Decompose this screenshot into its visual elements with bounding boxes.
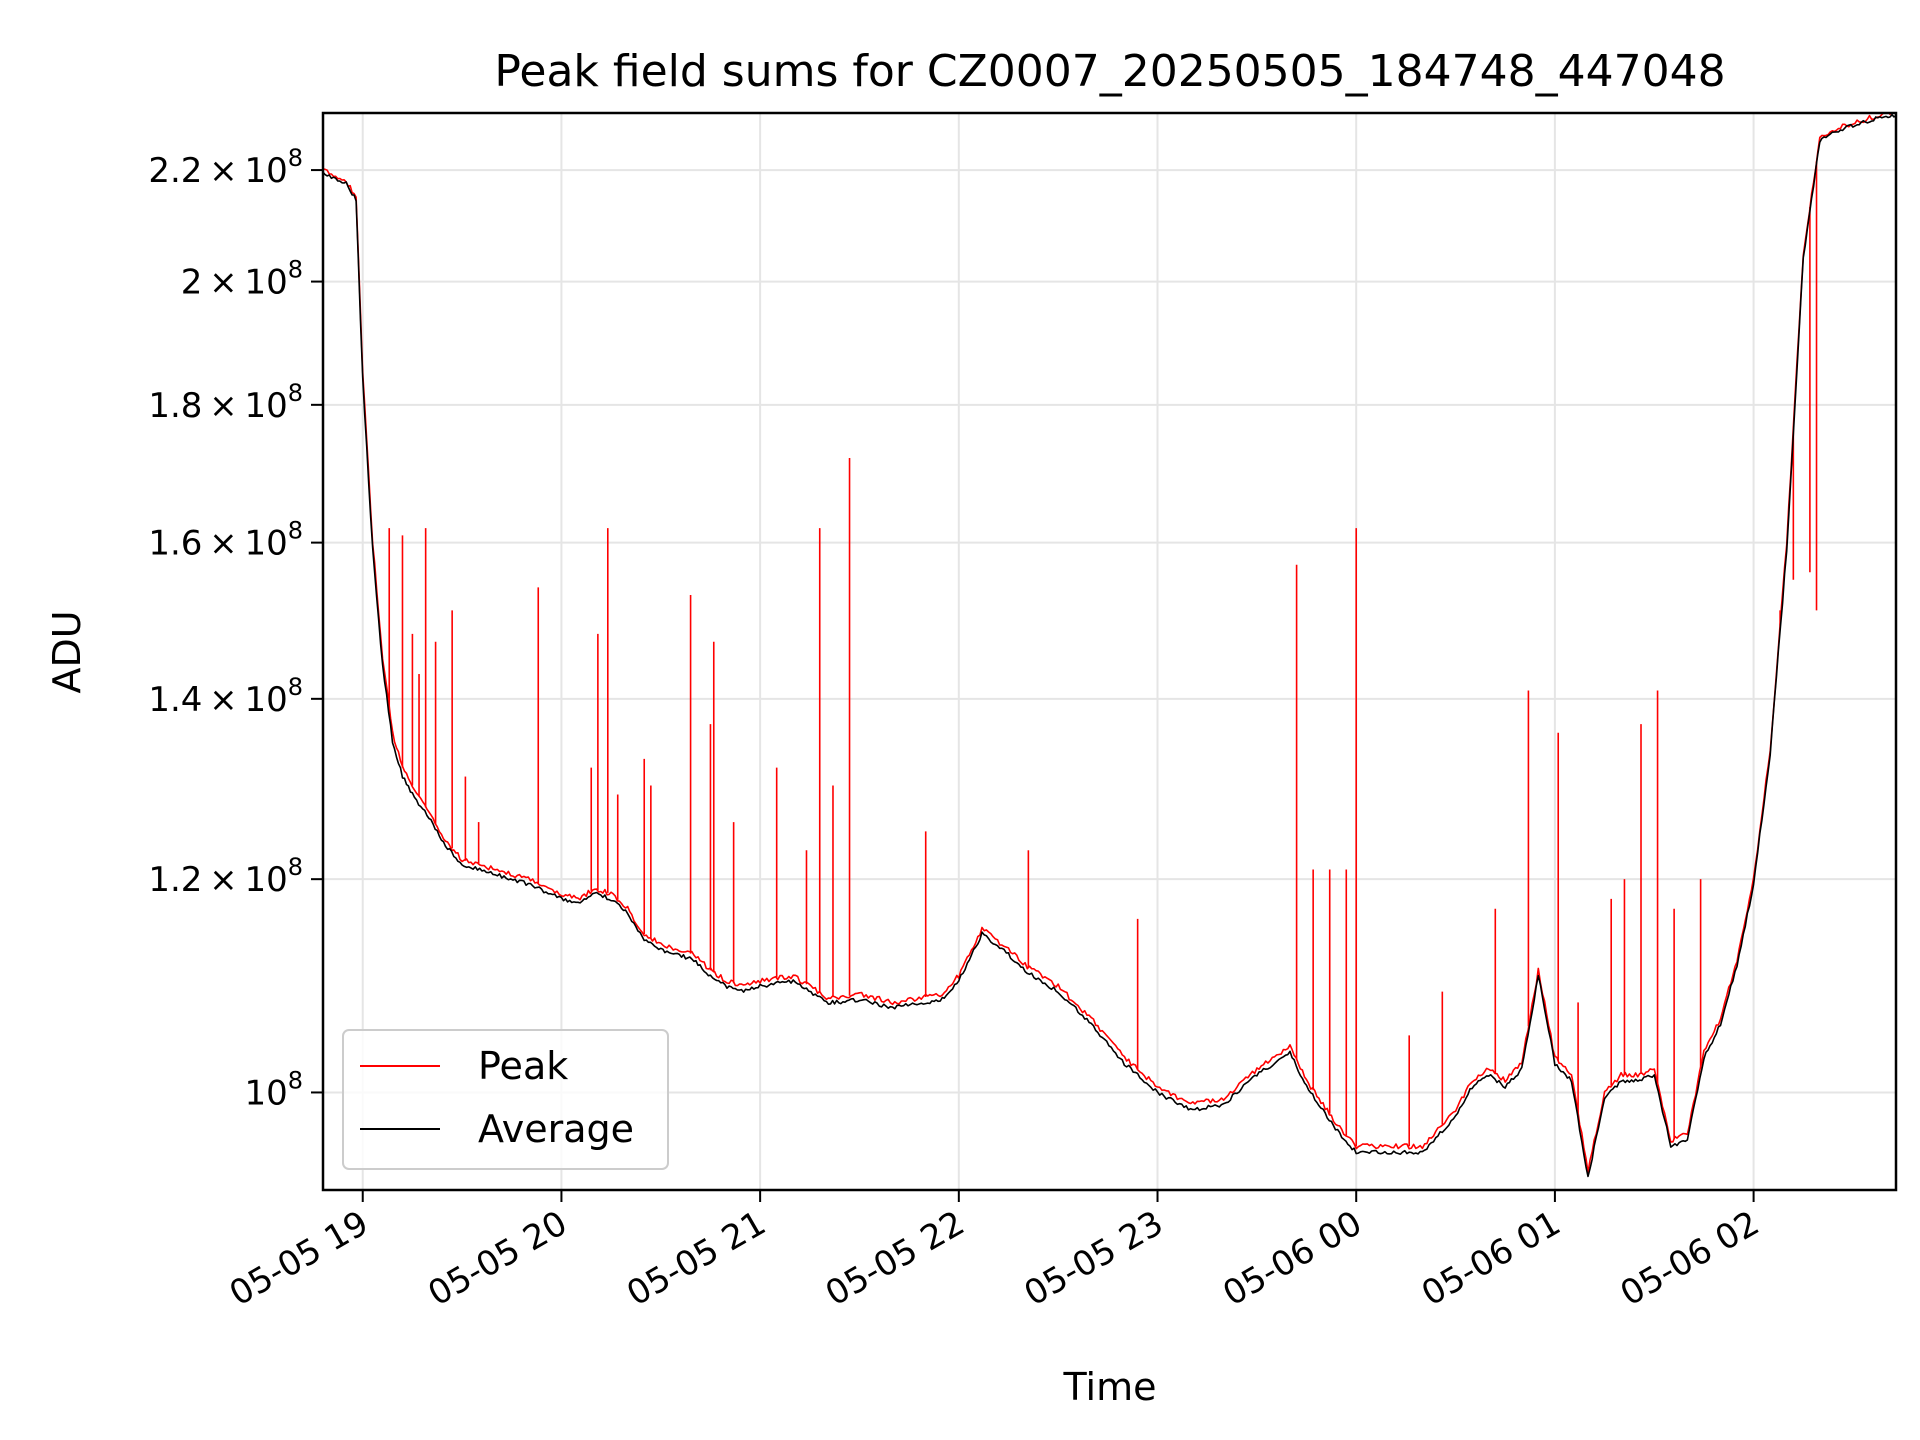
y-tick-label: 2.2 × 108 [148, 144, 303, 191]
chart-title: Peak field sums for CZ0007_20250505_1847… [494, 46, 1725, 97]
y-tick-label: 1.4 × 108 [148, 673, 303, 720]
legend: Peak Average [342, 1029, 669, 1170]
legend-label-peak: Peak [478, 1044, 568, 1088]
legend-label-average: Average [478, 1107, 634, 1151]
x-axis-label: Time [1063, 1365, 1157, 1409]
y-tick-label: 1.8 × 108 [148, 379, 303, 426]
plot-series [323, 113, 1896, 1178]
legend-box [342, 1029, 669, 1170]
y-tick-label: 1.2 × 108 [148, 853, 303, 900]
series-line-average [323, 113, 1896, 1178]
y-axis: 108 1.2 × 108 1.4 × 108 1.6 × 108 1.8 × 108 2… [148, 144, 323, 1113]
y-tick-label: 2 × 108 [181, 256, 303, 303]
y-tick-label: 108 [244, 1066, 303, 1113]
y-axis-label: ADU [45, 610, 89, 693]
plot-frame [321, 111, 1898, 1192]
y-tick-label: 1.6 × 108 [148, 517, 303, 564]
